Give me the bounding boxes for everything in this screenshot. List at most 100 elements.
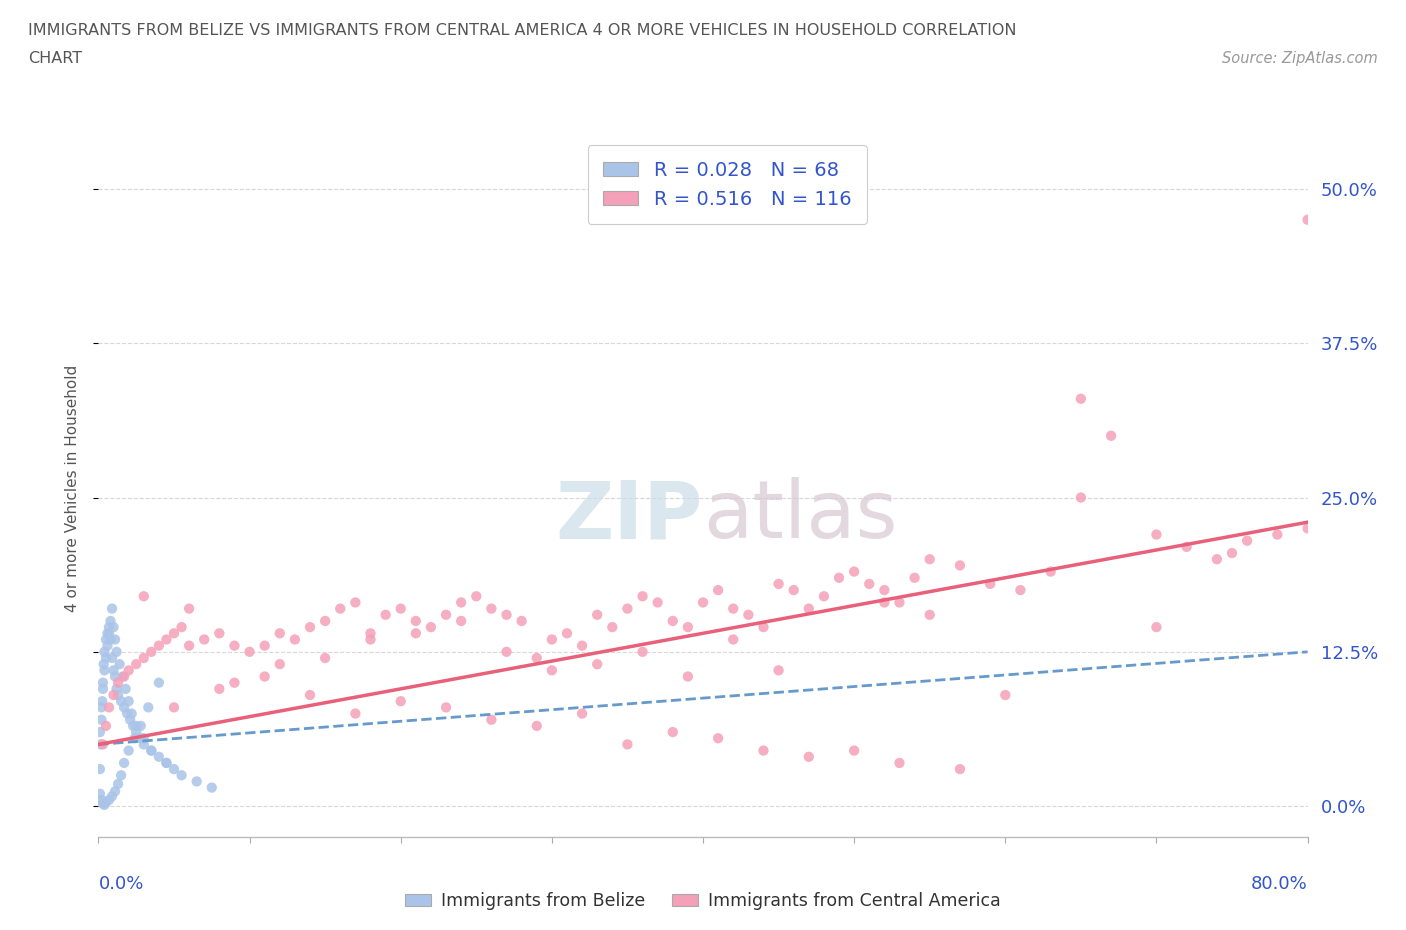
- Point: [344, 595, 367, 610]
- Point: [676, 669, 699, 684]
- Point: [103, 663, 125, 678]
- Point: [141, 743, 163, 758]
- Point: [495, 607, 517, 622]
- Point: [93, 797, 115, 812]
- Legend: Immigrants from Belize, Immigrants from Central America: Immigrants from Belize, Immigrants from …: [398, 884, 1008, 917]
- Point: [104, 669, 127, 684]
- Point: [112, 669, 135, 684]
- Point: [783, 583, 806, 598]
- Point: [91, 694, 114, 709]
- Point: [94, 719, 117, 734]
- Point: [889, 595, 911, 610]
- Point: [93, 663, 115, 678]
- Point: [208, 626, 231, 641]
- Text: atlas: atlas: [703, 477, 897, 555]
- Point: [148, 675, 170, 690]
- Point: [93, 644, 115, 659]
- Point: [201, 780, 224, 795]
- Point: [707, 583, 730, 598]
- Point: [122, 719, 145, 734]
- Point: [631, 589, 654, 604]
- Point: [105, 644, 128, 659]
- Point: [121, 706, 143, 721]
- Point: [481, 601, 503, 616]
- Point: [141, 644, 163, 659]
- Point: [101, 601, 124, 616]
- Point: [101, 651, 124, 666]
- Point: [299, 687, 322, 702]
- Point: [1070, 392, 1092, 406]
- Point: [179, 601, 201, 616]
- Point: [253, 669, 276, 684]
- Point: [93, 657, 115, 671]
- Point: [631, 644, 654, 659]
- Point: [495, 644, 517, 659]
- Point: [723, 601, 745, 616]
- Point: [1146, 527, 1168, 542]
- Point: [94, 795, 117, 810]
- Point: [692, 595, 714, 610]
- Point: [269, 657, 291, 671]
- Point: [405, 614, 427, 629]
- Point: [360, 626, 382, 641]
- Point: [155, 632, 177, 647]
- Point: [118, 694, 141, 709]
- Point: [420, 619, 443, 634]
- Point: [586, 657, 609, 671]
- Point: [616, 737, 638, 751]
- Point: [107, 675, 129, 690]
- Point: [111, 669, 134, 684]
- Point: [360, 632, 382, 647]
- Point: [405, 626, 427, 641]
- Point: [1220, 546, 1243, 561]
- Y-axis label: 4 or more Vehicles in Household: 4 or more Vehicles in Household: [65, 365, 80, 612]
- Point: [1146, 619, 1168, 634]
- Point: [163, 626, 186, 641]
- Point: [103, 687, 125, 702]
- Point: [170, 619, 193, 634]
- Point: [118, 743, 141, 758]
- Point: [707, 731, 730, 746]
- Point: [526, 719, 548, 734]
- Point: [114, 682, 136, 697]
- Text: 0.0%: 0.0%: [98, 875, 143, 894]
- Point: [1267, 527, 1289, 542]
- Point: [239, 644, 262, 659]
- Point: [98, 700, 121, 715]
- Text: 80.0%: 80.0%: [1251, 875, 1308, 894]
- Point: [110, 768, 132, 783]
- Point: [752, 619, 775, 634]
- Point: [89, 787, 111, 802]
- Point: [949, 558, 972, 573]
- Point: [148, 750, 170, 764]
- Point: [94, 632, 117, 647]
- Point: [90, 737, 112, 751]
- Point: [186, 774, 208, 789]
- Point: [828, 570, 851, 585]
- Point: [163, 700, 186, 715]
- Point: [132, 731, 155, 746]
- Point: [120, 712, 142, 727]
- Point: [314, 614, 336, 629]
- Point: [1010, 583, 1032, 598]
- Point: [541, 663, 564, 678]
- Point: [129, 719, 152, 734]
- Point: [107, 687, 129, 702]
- Point: [148, 638, 170, 653]
- Point: [602, 619, 624, 634]
- Point: [662, 614, 685, 629]
- Point: [269, 626, 291, 641]
- Point: [949, 762, 972, 777]
- Point: [768, 577, 790, 591]
- Point: [723, 632, 745, 647]
- Point: [89, 724, 111, 739]
- Point: [873, 583, 896, 598]
- Point: [155, 755, 177, 770]
- Point: [571, 706, 593, 721]
- Point: [132, 737, 155, 751]
- Point: [813, 589, 835, 604]
- Point: [224, 638, 246, 653]
- Point: [91, 675, 114, 690]
- Point: [104, 632, 127, 647]
- Point: [193, 632, 215, 647]
